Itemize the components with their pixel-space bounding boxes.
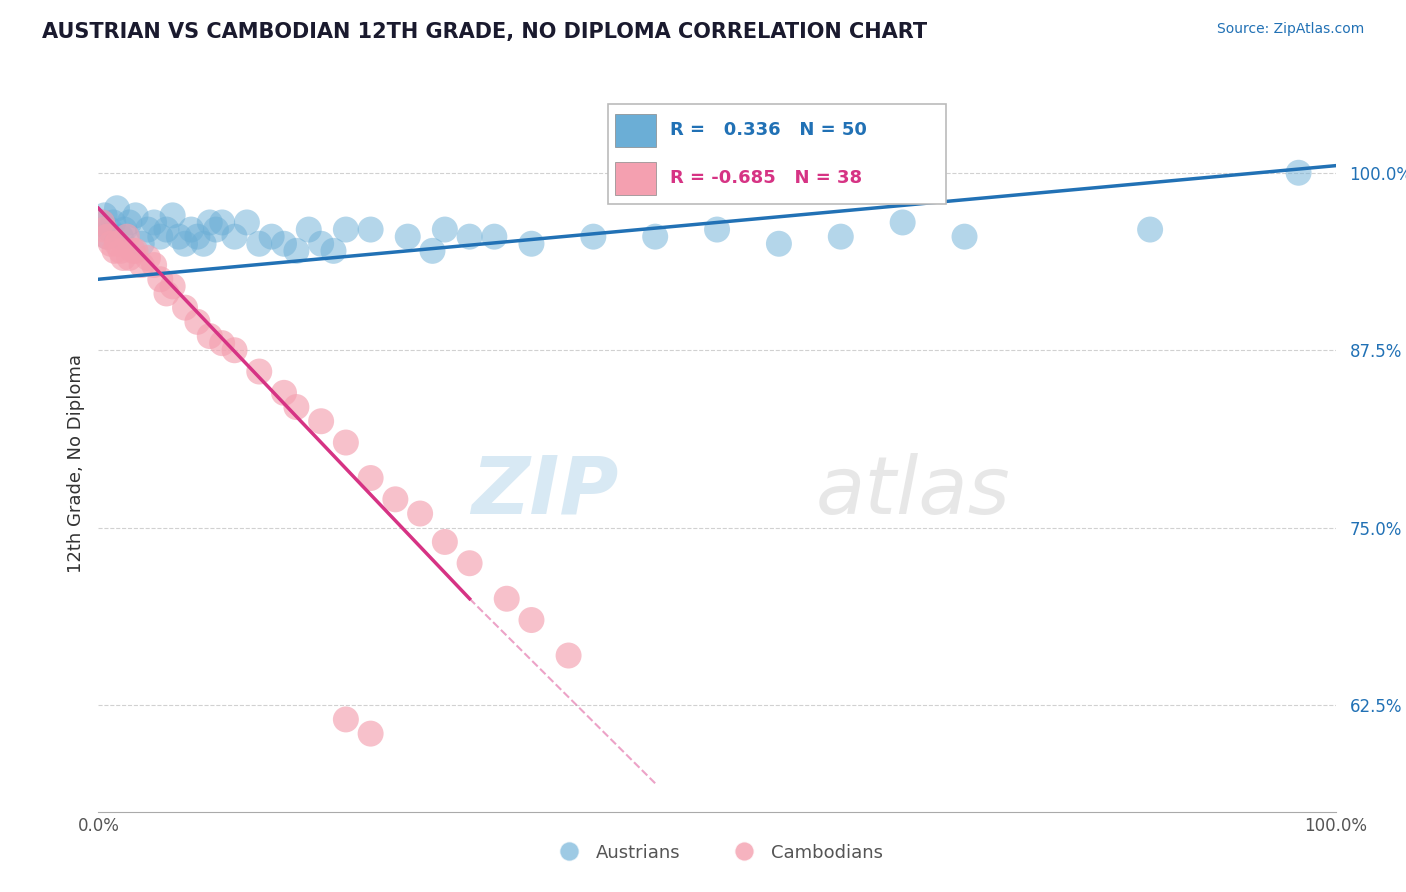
Point bbox=[110, 229, 132, 244]
Point bbox=[155, 222, 177, 236]
Point bbox=[149, 272, 172, 286]
Point bbox=[112, 222, 135, 236]
Point bbox=[335, 713, 357, 727]
Text: R =   0.336   N = 50: R = 0.336 N = 50 bbox=[671, 121, 868, 139]
Point bbox=[211, 215, 233, 229]
Point bbox=[205, 222, 228, 236]
Point bbox=[193, 236, 215, 251]
Point bbox=[93, 222, 115, 236]
Point bbox=[768, 236, 790, 251]
Point bbox=[1288, 166, 1310, 180]
Point bbox=[103, 244, 125, 258]
Point bbox=[105, 236, 128, 251]
Point bbox=[162, 208, 184, 222]
Point bbox=[143, 258, 166, 272]
Y-axis label: 12th Grade, No Diploma: 12th Grade, No Diploma bbox=[66, 354, 84, 574]
Point bbox=[309, 414, 332, 428]
Point bbox=[422, 244, 444, 258]
Point bbox=[98, 222, 121, 236]
Point bbox=[174, 236, 197, 251]
Point bbox=[105, 201, 128, 215]
Point bbox=[198, 329, 221, 343]
Point bbox=[110, 244, 132, 258]
Point bbox=[118, 251, 141, 265]
Point bbox=[557, 648, 579, 663]
Point bbox=[309, 236, 332, 251]
Point bbox=[115, 229, 138, 244]
Point bbox=[830, 229, 852, 244]
Point bbox=[520, 236, 543, 251]
Point bbox=[186, 315, 208, 329]
Point bbox=[136, 222, 159, 236]
Point bbox=[118, 215, 141, 229]
Point bbox=[91, 215, 114, 229]
Point bbox=[1139, 222, 1161, 236]
Point bbox=[143, 215, 166, 229]
Point bbox=[335, 435, 357, 450]
Text: Source: ZipAtlas.com: Source: ZipAtlas.com bbox=[1216, 22, 1364, 37]
Point bbox=[131, 236, 153, 251]
Point bbox=[91, 215, 114, 229]
Bar bbox=[614, 162, 657, 194]
Point bbox=[285, 244, 308, 258]
Point bbox=[360, 222, 382, 236]
Point bbox=[155, 286, 177, 301]
Point bbox=[96, 229, 118, 244]
Point bbox=[495, 591, 517, 606]
Point bbox=[180, 222, 202, 236]
Point bbox=[247, 236, 270, 251]
Text: AUSTRIAN VS CAMBODIAN 12TH GRADE, NO DIPLOMA CORRELATION CHART: AUSTRIAN VS CAMBODIAN 12TH GRADE, NO DIP… bbox=[42, 22, 928, 42]
Point bbox=[384, 492, 406, 507]
Point bbox=[644, 229, 666, 244]
Point bbox=[396, 229, 419, 244]
Point bbox=[458, 229, 481, 244]
Point bbox=[484, 229, 506, 244]
Point bbox=[124, 244, 146, 258]
Point bbox=[298, 222, 321, 236]
Point bbox=[409, 507, 432, 521]
Point bbox=[162, 279, 184, 293]
Point bbox=[285, 400, 308, 414]
Point bbox=[167, 229, 190, 244]
Bar bbox=[614, 114, 657, 146]
Point bbox=[953, 229, 976, 244]
Point bbox=[247, 365, 270, 379]
Point bbox=[149, 229, 172, 244]
Point bbox=[360, 726, 382, 740]
Point bbox=[433, 222, 456, 236]
Point bbox=[224, 229, 246, 244]
Point bbox=[211, 336, 233, 351]
Point bbox=[93, 208, 115, 222]
Point bbox=[224, 343, 246, 358]
Point bbox=[335, 222, 357, 236]
Point bbox=[360, 471, 382, 485]
Point bbox=[198, 215, 221, 229]
Point bbox=[273, 385, 295, 400]
Point bbox=[706, 222, 728, 236]
Point bbox=[236, 215, 259, 229]
Point bbox=[131, 258, 153, 272]
Point bbox=[322, 244, 344, 258]
Point bbox=[273, 236, 295, 251]
Point bbox=[112, 251, 135, 265]
FancyBboxPatch shape bbox=[607, 103, 946, 204]
Point bbox=[520, 613, 543, 627]
Point bbox=[124, 208, 146, 222]
Text: atlas: atlas bbox=[815, 452, 1011, 531]
Legend: Austrians, Cambodians: Austrians, Cambodians bbox=[544, 837, 890, 869]
Point bbox=[891, 215, 914, 229]
Point bbox=[100, 236, 122, 251]
Point bbox=[122, 244, 145, 258]
Point bbox=[96, 229, 118, 244]
Point bbox=[433, 535, 456, 549]
Point bbox=[136, 251, 159, 265]
Text: R = -0.685   N = 38: R = -0.685 N = 38 bbox=[671, 169, 862, 187]
Point bbox=[174, 301, 197, 315]
Point bbox=[186, 229, 208, 244]
Point bbox=[458, 556, 481, 570]
Point bbox=[582, 229, 605, 244]
Point bbox=[260, 229, 283, 244]
Point bbox=[103, 215, 125, 229]
Text: ZIP: ZIP bbox=[471, 452, 619, 531]
